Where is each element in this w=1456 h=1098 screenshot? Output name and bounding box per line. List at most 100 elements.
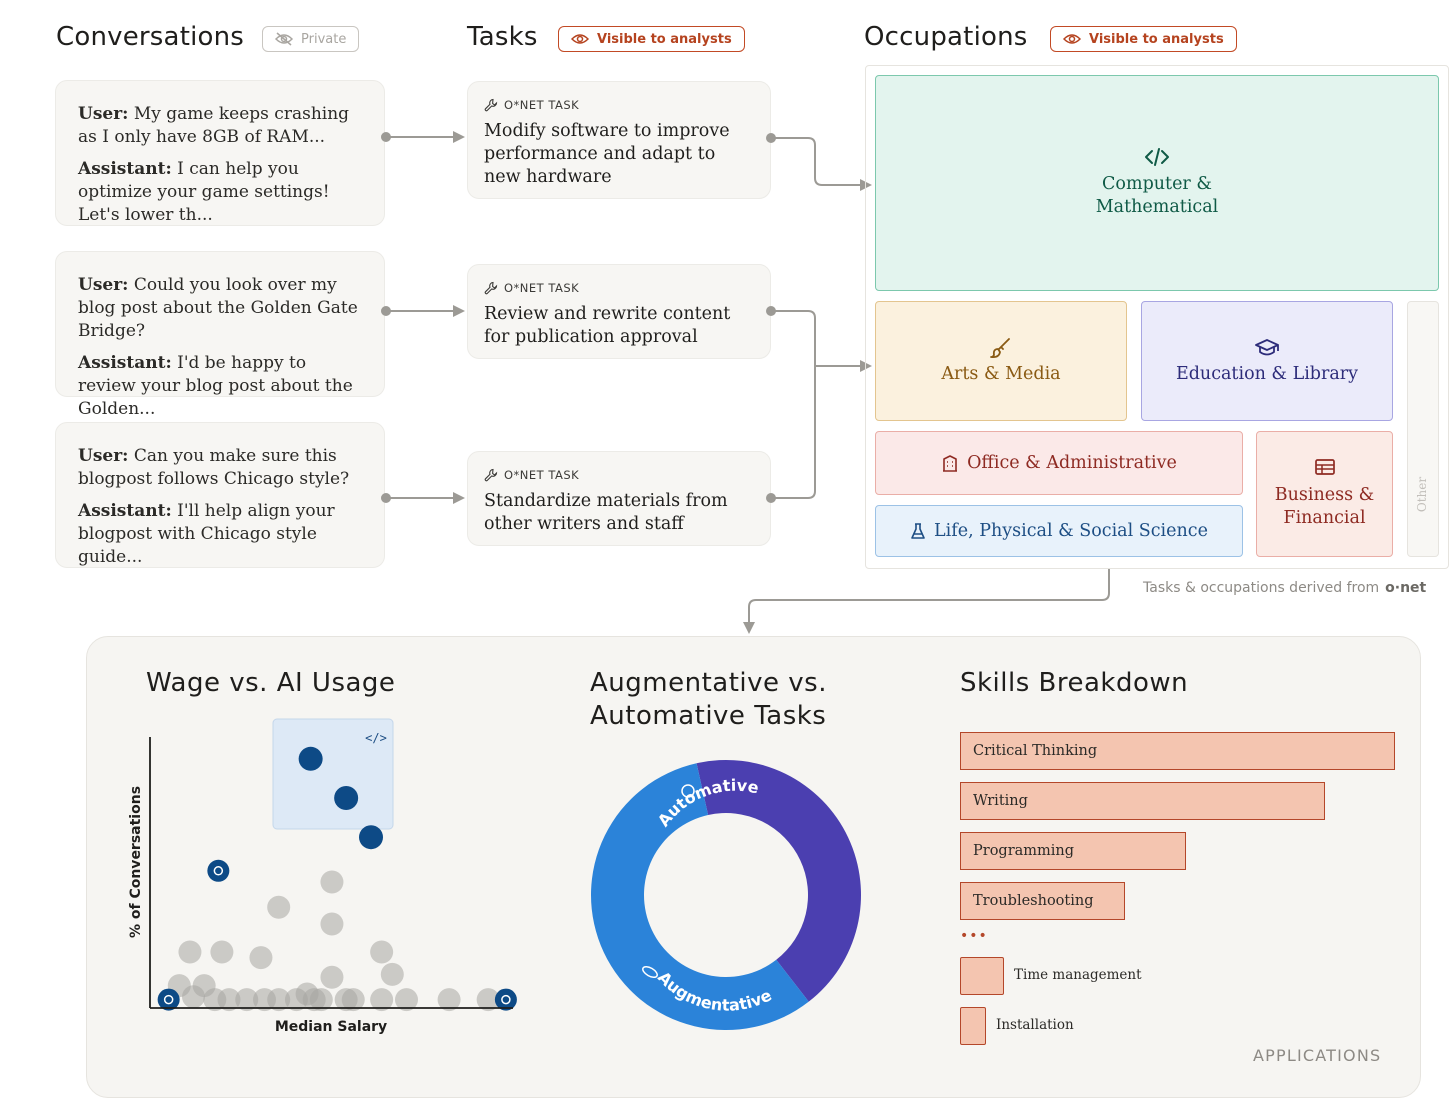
skill-label: Installation [996,1017,1074,1033]
task-label: O*NET TASK [484,281,754,295]
scatter-point [380,962,404,986]
icon-glyph [163,994,174,1005]
stethoscope-icon [494,988,517,1011]
skill-label: Time management [1014,967,1142,983]
occupation-label: Other [1415,476,1430,512]
conversation-user: User: Can you make sure this blogpost fo… [78,446,350,489]
skill-bar: Writing [960,782,1325,820]
scatter-point [210,940,234,964]
skill-bar [960,957,1004,995]
scatter-point [309,988,333,1012]
conversation-assistant: Assistant: I'd be happy to review your b… [78,353,353,419]
scatter-point [437,988,461,1012]
occupation-office-administrative[interactable]: Office & Administrative [875,431,1243,495]
onet-footnote: Tasks & occupations derived from o·net [1143,580,1426,596]
graduation-cap-icon [207,859,230,882]
occupations-visibility-badge: Visible to analysts [1050,26,1237,52]
occupation-label: Arts & Media [941,363,1061,384]
scatter-point [370,940,394,964]
planet-icon [642,965,658,979]
applications-label: APPLICATIONS [1253,1046,1382,1065]
eye-icon [571,34,589,44]
occupation-education-library[interactable]: Education & Library [1141,301,1393,421]
scatter-point [320,912,344,936]
occupation-arts-media[interactable]: Arts & Media [875,301,1127,421]
scatter-point [267,895,291,919]
scatter-point [249,946,273,970]
task-card-1: O*NET TASK Modify software to improve pe… [467,81,771,199]
conversation-user: User: Could you look over my blog post a… [78,275,358,341]
task-label: O*NET TASK [484,468,754,482]
footnote-text: Tasks & occupations derived from [1143,580,1380,596]
scatter-point [178,940,202,964]
skills-chart-title: Skills Breakdown [960,668,1189,698]
conversations-heading: Conversations [56,22,245,52]
wage-chart-title: Wage vs. AI Usage [146,668,396,698]
eye-off-icon [275,32,293,46]
ledger-icon [1314,459,1335,475]
highlight-region [272,718,394,830]
code-icon: </> [365,731,387,745]
y-axis-label: % of Conversations [128,786,144,938]
icon-glyph [213,866,224,876]
scatter-point-highlight [298,746,323,771]
flask-icon [911,523,925,539]
occupations-visibility-label: Visible to analysts [1089,31,1224,47]
conversation-assistant: Assistant: I can help you optimize your … [78,159,330,225]
occupation-label: Computer & Mathematical [1095,174,1219,217]
occupation-label: Business & Financial [1274,485,1375,528]
scatter-point [203,988,227,1012]
flow-connectors [381,131,1110,634]
scatter-point [267,988,291,1012]
occupation-computer-mathematical[interactable]: Computer & Mathematical [875,75,1439,291]
tasks-heading: Tasks [467,22,538,52]
occupation-other[interactable]: Other [1407,301,1439,557]
wrench-icon [484,281,498,295]
eye-icon [1063,34,1081,44]
augmentative-chart-title: Augmentative vs. Automative Tasks [590,668,827,731]
task-card-2: O*NET TASK Review and rewrite content fo… [467,264,771,359]
conversation-card-1: User: My game keeps crashing as I only h… [55,80,385,226]
scatter-point [235,988,259,1012]
occupations-heading: Occupations [864,22,1028,52]
skill-bar: Troubleshooting [960,882,1125,920]
occupation-label: Office & Administrative [967,452,1177,473]
wrench-icon [484,468,498,482]
private-badge: Private [262,26,360,52]
skill-bar: Critical Thinking [960,732,1395,770]
occupation-label: Life, Physical & Social Science [934,520,1208,541]
augmentative-donut-chart: Automative Augmentative [591,760,861,1030]
building-icon [943,455,958,472]
scatter-point [320,965,344,989]
private-badge-label: Private [301,31,347,47]
wrench-icon [484,98,498,112]
scatter-point [476,988,500,1012]
occupations-container [865,65,1449,569]
occupation-life-physical-social-science[interactable]: Life, Physical & Social Science [875,505,1243,557]
scatter-point [341,988,365,1012]
task-text: Review and rewrite content for publicati… [484,304,731,347]
donut-slice-augmentative [591,763,809,1030]
task-label: O*NET TASK [484,98,754,112]
onet-logo: o·net [1385,580,1427,596]
occupation-label: Education & Library [1175,363,1359,384]
tasks-visibility-badge: Visible to analysts [558,26,745,52]
gear-icon [681,784,695,798]
skill-bar [960,1007,986,1045]
code-icon [1145,148,1169,166]
task-text: Standardize materials from other writers… [484,491,728,534]
skill-bar: Programming [960,832,1186,870]
scatter-point-highlight [359,825,383,850]
more-skills-indicator: ••• [960,928,988,944]
footprints-icon [157,988,180,1011]
icon-glyph [501,994,511,1005]
task-card-3: O*NET TASK Standardize materials from ot… [467,451,771,546]
paintbrush-icon [990,337,1010,358]
wage-scatter-chart: </> Median Salary % of Conversations [128,718,517,1035]
scatter-point [182,985,205,1009]
scatter-point [395,988,418,1012]
occupation-business-financial[interactable]: Business & Financial [1256,431,1393,557]
task-text: Modify software to improve performance a… [484,121,730,187]
conversation-card-3: User: Can you make sure this blogpost fo… [55,422,385,568]
donut-slice-automative [696,760,861,1002]
